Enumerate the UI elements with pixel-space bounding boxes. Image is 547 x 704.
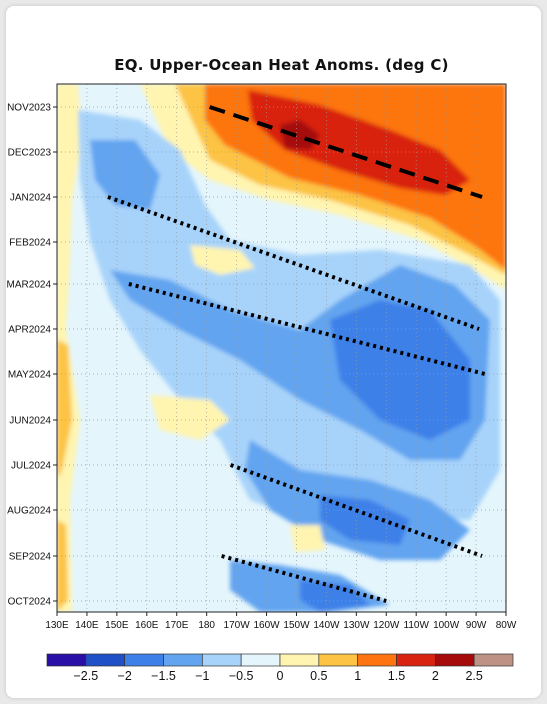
x-tick-label: 140E [75, 620, 99, 631]
contour-field [57, 84, 506, 612]
colorbar-label: 1 [354, 669, 361, 683]
colorbar-swatch [46, 653, 87, 667]
x-tick-label: 150E [105, 620, 129, 631]
x-tick-label: 170E [165, 620, 189, 631]
x-tick-label: 80W [496, 620, 517, 631]
colorbar-swatch [240, 653, 281, 667]
colorbar-swatch [434, 653, 475, 667]
colorbar-label: −2 [118, 669, 132, 683]
warm-pocket-jun [150, 395, 230, 440]
cool-west-patch [90, 140, 160, 210]
x-tick-label: 160E [135, 620, 159, 631]
cool-central-core [330, 300, 470, 440]
colorbar-swatch [396, 653, 436, 667]
colorbar-label: 0 [277, 669, 284, 683]
y-tick-label: FEB2024 [9, 238, 51, 249]
x-tick-label: 120W [373, 620, 400, 631]
y-tick-label: MAR2024 [7, 280, 52, 291]
y-tick-label: AUG2024 [7, 506, 51, 517]
x-tick-label: 130E [45, 620, 69, 631]
y-axis: NOV2023 DEC2023 JAN2024 FEB2024 MAR2024 APR20… [7, 103, 57, 608]
colorbar-label: 1.5 [388, 669, 405, 683]
dotted-trend-line [221, 554, 387, 603]
x-tick-label: 170W [224, 620, 251, 631]
plot-frame [56, 83, 507, 613]
warm-pocket-aug [290, 525, 325, 552]
colorbar-swatch [85, 653, 126, 667]
x-tick-label: 100W [433, 620, 460, 631]
cool-oct-core [300, 580, 370, 612]
colorbar-label: −2.5 [73, 669, 98, 683]
dotted-trend-line [229, 463, 483, 558]
chart-title: EQ. Upper-Ocean Heat Anoms. (deg C) [114, 56, 449, 74]
trend-annotations [107, 105, 486, 603]
dotted-trend-line [107, 195, 480, 331]
colorbar-label: 0.5 [310, 669, 327, 683]
colorbar-swatch [124, 653, 164, 667]
x-tick-label: 110W [404, 620, 430, 631]
warm-west-region [57, 84, 82, 612]
colorbar-swatch [357, 653, 397, 667]
dashed-trend-line [209, 105, 483, 199]
neutral-pocket-aug [190, 500, 235, 535]
y-tick-label: DEC2023 [8, 148, 52, 159]
warm-west-core [57, 340, 72, 480]
grid-lines [57, 84, 506, 612]
x-tick-label: 90W [466, 620, 487, 631]
x-tick-label: 130W [343, 620, 370, 631]
colorbar: −2.5 −2 −1.5 −1 −0.5 0 0.5 1 1.5 2 2.5 [46, 653, 514, 683]
x-axis: 130E 140E 150E 160E 170E 180 170W 160W 150W 140W 1… [45, 612, 517, 631]
colorbar-swatch [279, 653, 320, 667]
colorbar-label: 2.5 [465, 669, 482, 683]
colorbar-swatch [163, 653, 203, 667]
colorbar-label: −1 [195, 669, 209, 683]
dotted-trend-line [128, 282, 486, 376]
y-tick-label: OCT2024 [8, 597, 52, 608]
warm-tongue-peak [280, 120, 320, 150]
x-tick-label: 140W [313, 620, 340, 631]
y-tick-label: SEP2024 [9, 552, 52, 563]
x-tick-label: 160W [253, 620, 280, 631]
y-tick-label: NOV2023 [7, 103, 51, 114]
y-tick-label: JUN2024 [9, 416, 51, 427]
warm-tongue-core [248, 90, 470, 195]
x-tick-label: 180 [198, 620, 215, 631]
y-tick-label: APR2024 [8, 325, 51, 336]
warm-pocket-feb [190, 245, 255, 275]
x-tick-label: 150W [283, 620, 310, 631]
y-tick-label: JAN2024 [10, 193, 52, 204]
colorbar-label: −0.5 [229, 669, 254, 683]
colorbar-swatch [201, 653, 242, 667]
y-tick-label: JUL2024 [11, 461, 51, 472]
colorbar-label: 2 [432, 669, 439, 683]
y-tick-label: MAY2024 [8, 370, 52, 381]
colorbar-swatch [318, 653, 359, 667]
colorbar-label: −1.5 [151, 669, 176, 683]
colorbar-swatch [473, 653, 514, 667]
warm-west-lower [57, 520, 68, 612]
